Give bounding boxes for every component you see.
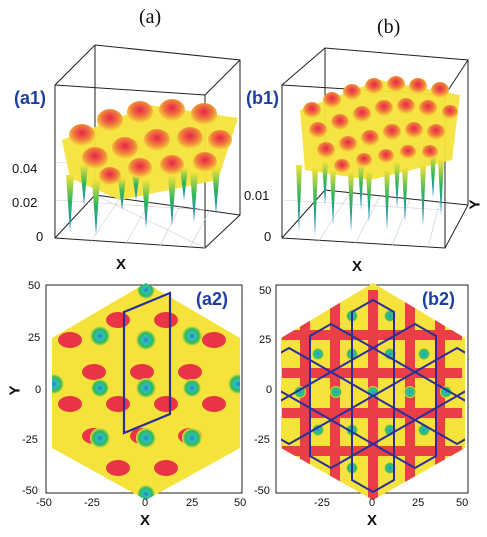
panel-b2-tag: (b2)	[422, 289, 455, 309]
b1-x-axis-label: X	[352, 258, 363, 275]
b2-y-tick-neg25: -25	[254, 434, 270, 446]
b1-z-tick-1: 0	[264, 229, 272, 244]
a2-x-tick-50: 50	[234, 497, 247, 509]
a2-x-tick-neg50: -50	[36, 497, 52, 509]
b2-x-tick-50: 50	[456, 497, 469, 509]
b2-y-tick-0: 0	[266, 384, 273, 396]
panel-b1-tag: (b1)	[246, 88, 279, 108]
b1-z-tick-0: 0.01	[244, 188, 270, 203]
a2-x-tick-25: 25	[186, 497, 199, 509]
a2-y-tick-neg25: -25	[22, 434, 38, 446]
b2-x-tick-25: 25	[412, 497, 425, 509]
b2-y-tick-50: 50	[259, 285, 272, 297]
column-label-a: (a)	[139, 6, 162, 28]
a1-z-tick-0: 0.04	[12, 161, 38, 176]
b2-x-axis-label: X	[367, 512, 378, 529]
b2-x-tick-neg25: -25	[314, 497, 330, 509]
column-label-b: (b)	[377, 16, 401, 38]
a2-x-axis-label: X	[140, 512, 151, 529]
panel-a1-tag: (a1)	[14, 88, 47, 108]
b2-y-tick-25: 25	[259, 334, 272, 346]
panel-a2-tag: (a2)	[196, 289, 229, 309]
a2-y-tick-neg50: -50	[22, 485, 38, 497]
a2-y-tick-0: 0	[35, 384, 42, 396]
a1-z-tick-2: 0	[36, 229, 44, 244]
b2-x-tick-0: 0	[369, 497, 376, 509]
a1-z-tick-1: 0.02	[12, 195, 38, 210]
a2-y-axis-label: Y	[6, 385, 24, 396]
b2-y-tick-neg50: -50	[254, 485, 270, 497]
a2-x-tick-0: 0	[142, 497, 149, 509]
a2-y-tick-25: 25	[28, 332, 41, 344]
a2-x-tick-neg25: -25	[84, 497, 100, 509]
a2-y-tick-50: 50	[28, 280, 41, 292]
a1-x-axis-label: X	[116, 256, 127, 273]
